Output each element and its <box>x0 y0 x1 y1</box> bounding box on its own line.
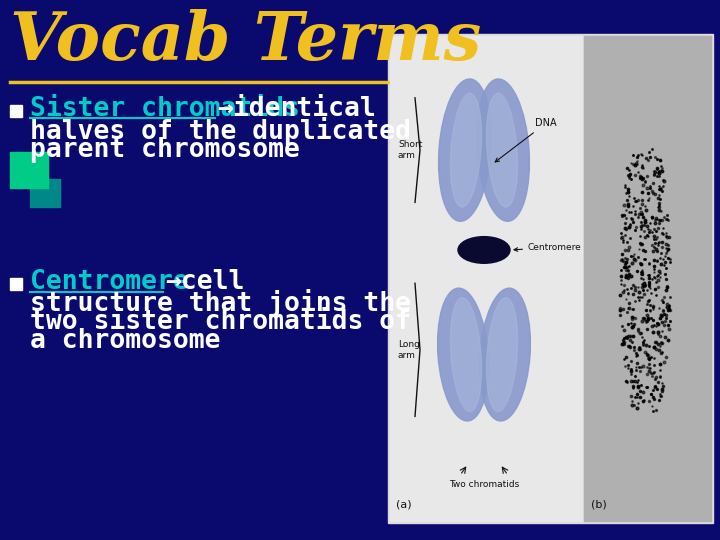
Text: (a): (a) <box>396 500 412 510</box>
Text: structure that joins the: structure that joins the <box>30 289 411 317</box>
Text: (b): (b) <box>591 500 607 510</box>
Bar <box>390 36 582 521</box>
Text: DNA: DNA <box>495 118 557 162</box>
Bar <box>10 279 22 290</box>
Text: a chromosome: a chromosome <box>30 328 220 354</box>
Ellipse shape <box>458 237 510 264</box>
Text: halves of the duplicated: halves of the duplicated <box>30 117 411 145</box>
Bar <box>10 152 48 188</box>
Ellipse shape <box>480 288 531 421</box>
Ellipse shape <box>487 298 518 411</box>
Ellipse shape <box>477 79 529 221</box>
Text: Vocab Terms: Vocab Terms <box>10 9 481 74</box>
Text: Long
arm: Long arm <box>398 340 420 360</box>
Ellipse shape <box>451 298 482 411</box>
Bar <box>584 36 711 521</box>
Text: Sister chromatids: Sister chromatids <box>30 96 300 122</box>
Text: Centromere: Centromere <box>514 243 582 252</box>
Ellipse shape <box>438 288 488 421</box>
Ellipse shape <box>438 79 492 221</box>
Bar <box>10 105 22 117</box>
Ellipse shape <box>451 93 482 207</box>
Text: parent chromosome: parent chromosome <box>30 137 300 163</box>
Bar <box>388 34 713 523</box>
Text: Two chromatids: Two chromatids <box>449 481 519 489</box>
Ellipse shape <box>487 93 518 207</box>
Text: Short
arm: Short arm <box>398 140 423 160</box>
Text: →identical: →identical <box>217 96 376 122</box>
Text: Centromere: Centromere <box>30 269 189 295</box>
Text: two sister chromatids of: two sister chromatids of <box>30 309 411 335</box>
Text: →cell: →cell <box>165 269 244 295</box>
Bar <box>30 179 60 207</box>
